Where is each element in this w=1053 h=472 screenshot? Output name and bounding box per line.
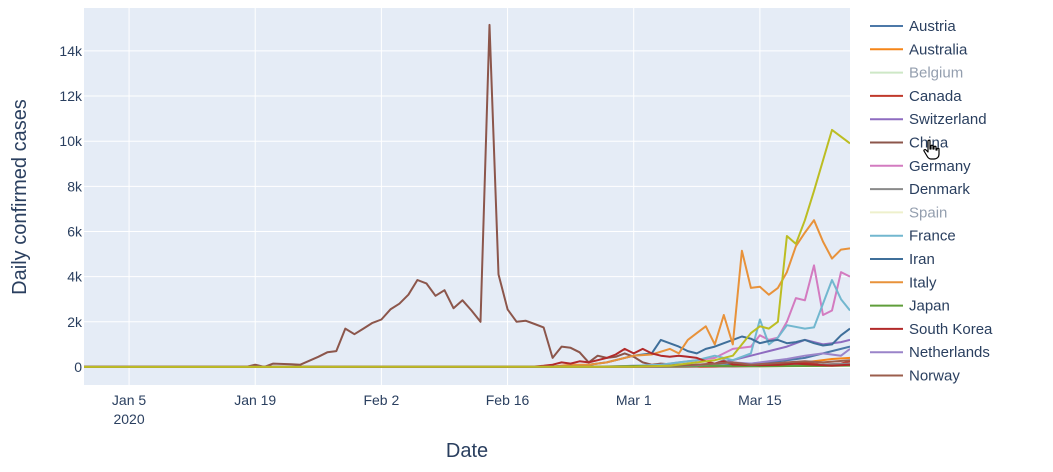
series-line-unlabeled-16 [84, 128, 850, 368]
x-tick-label: Mar 15 [738, 392, 782, 408]
legend-label: Norway [909, 368, 960, 385]
x-axis-title: Date [446, 440, 488, 462]
legend-item-denmark[interactable]: Denmark [870, 181, 970, 198]
y-axis-title: Daily confirmed cases [9, 99, 31, 295]
legend-item-china[interactable]: China [870, 135, 949, 152]
y-tick-label: 12k [59, 88, 83, 104]
series-layer [84, 23, 850, 368]
legend-label: Switzerland [909, 111, 987, 128]
y-tick-label: 4k [67, 269, 83, 285]
series-line-france [84, 279, 850, 368]
legend-item-italy[interactable]: Italy [870, 274, 937, 291]
y-tick-label: 0 [74, 359, 82, 375]
legend-item-austria[interactable]: Austria [870, 18, 956, 35]
legend-item-spain[interactable]: Spain [870, 204, 947, 221]
legend-label: Canada [909, 88, 962, 105]
y-tick-label: 8k [67, 178, 83, 194]
y-tick-label: 6k [67, 223, 83, 239]
legend-label: Netherlands [909, 344, 990, 361]
x-tick-label: Jan 19 [234, 392, 276, 408]
y-tick-label: 10k [59, 133, 83, 149]
legend-label: Denmark [909, 181, 970, 198]
legend-label: South Korea [909, 321, 993, 338]
legend-item-south-korea[interactable]: South Korea [870, 321, 993, 338]
legend-label: Iran [909, 251, 935, 268]
legend-item-norway[interactable]: Norway [870, 368, 960, 385]
legend-item-germany[interactable]: Germany [870, 158, 971, 175]
legend-item-netherlands[interactable]: Netherlands [870, 344, 990, 361]
legend-item-australia[interactable]: Australia [870, 41, 968, 58]
legend-label: Italy [909, 274, 937, 291]
legend-label: Japan [909, 298, 950, 315]
legend-item-iran[interactable]: Iran [870, 251, 935, 268]
legend-item-belgium[interactable]: Belgium [870, 65, 963, 82]
legend-label: Australia [909, 41, 968, 58]
legend-label: Belgium [909, 65, 963, 82]
legend-label: Germany [909, 158, 971, 175]
legend-label: Austria [909, 18, 956, 35]
legend: Austria Australia Belgium Canada Switzerland… [870, 18, 993, 385]
y-tick-label: 14k [59, 43, 83, 59]
x-tick-label: Mar 1 [616, 392, 652, 408]
y-tick-label: 2k [67, 314, 83, 330]
x-tick-label: Feb 2 [363, 392, 399, 408]
legend-item-japan[interactable]: Japan [870, 298, 950, 315]
legend-label: Spain [909, 204, 947, 221]
axis-layer: 0 2k 4k 6k 8k 10k 12k 14k Jan 5 2020 Jan 19 Feb 2 Fe… [59, 43, 781, 427]
x-tick-label: Feb 16 [486, 392, 530, 408]
legend-label: France [909, 228, 956, 245]
legend-item-switzerland[interactable]: Switzerland [870, 111, 987, 128]
legend-item-france[interactable]: France [870, 228, 956, 245]
x-tick-sublabel: 2020 [113, 411, 144, 427]
legend-item-canada[interactable]: Canada [870, 88, 962, 105]
x-tick-label: Jan 5 [112, 392, 146, 408]
legend-label: China [909, 135, 949, 152]
series-line-italy [84, 219, 850, 368]
